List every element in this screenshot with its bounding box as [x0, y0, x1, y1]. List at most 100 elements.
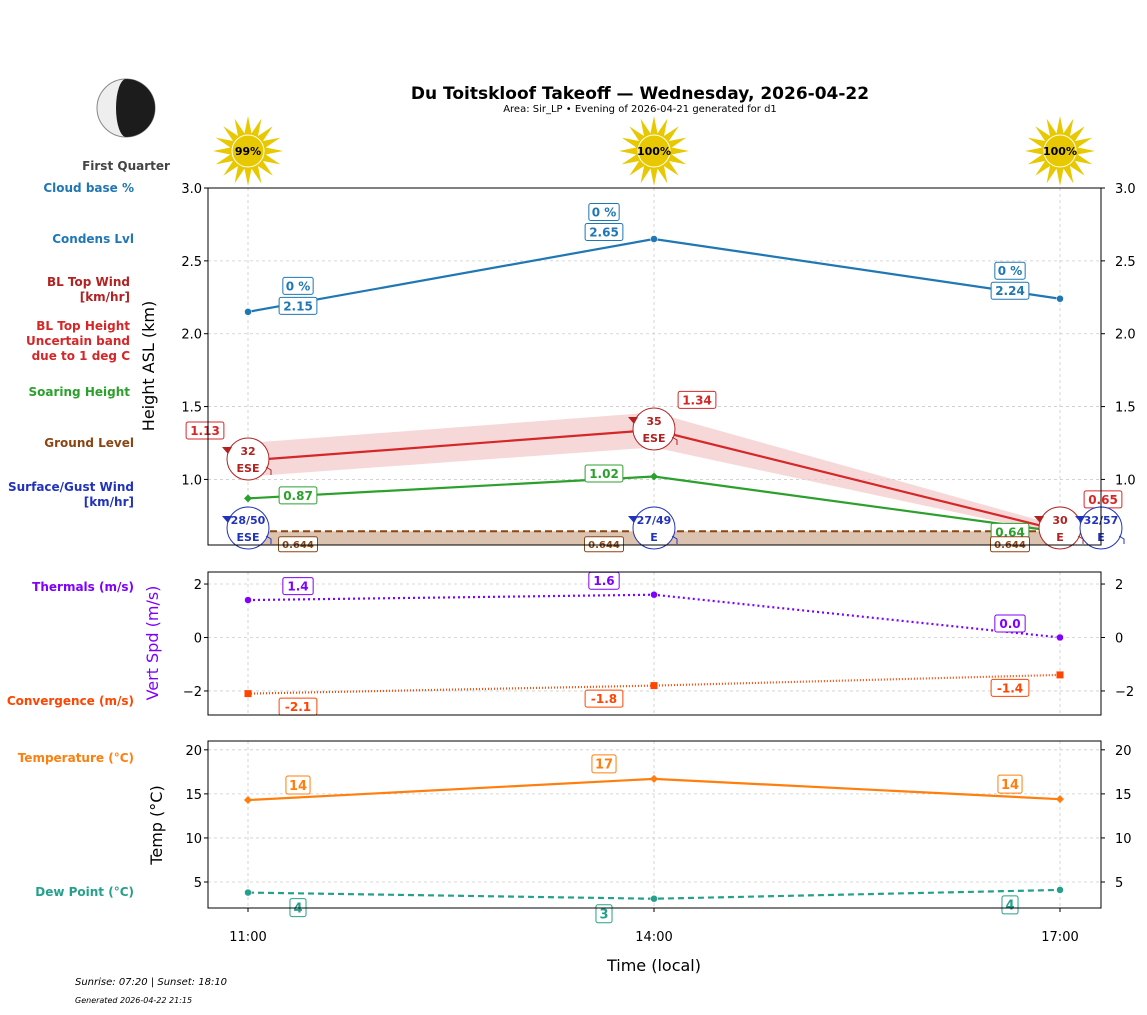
- thermals-marker: [244, 596, 252, 604]
- cloud-percent-label-box: [994, 261, 1026, 280]
- bl-height-label-1: BL Top Height: [36, 319, 130, 333]
- condens-level-marker: [650, 235, 658, 243]
- surface-wind-label-1: Surface/Gust Wind: [8, 480, 134, 494]
- condens-level-marker: [244, 308, 252, 316]
- x-tick-label: 14:00: [635, 930, 672, 945]
- bl-top-value-label-box: [677, 390, 717, 409]
- dew-point-marker: [650, 894, 658, 903]
- temperature-marker: [1056, 795, 1064, 804]
- surface-wind-circle: [632, 506, 676, 550]
- figure-title: Du Toitskloof Takeoff — Wednesday, 2026-…: [411, 84, 869, 104]
- thermals-value-label: 1.4: [287, 580, 308, 594]
- ground-value-label-box: [584, 536, 624, 553]
- ground-label: Ground Level: [44, 436, 134, 450]
- soaring-value-label-box: [278, 486, 318, 505]
- dew-point-value-label: 4: [293, 901, 302, 916]
- bl-top-value-label: 0.65: [1088, 493, 1118, 507]
- y-tick-label: 2: [194, 578, 202, 593]
- dew-point-marker: [1056, 886, 1064, 894]
- bl-wind-label-2: [km/hr]: [80, 290, 130, 304]
- convergence-value-label: -1.8: [591, 692, 617, 706]
- thermals-marker: [650, 590, 658, 599]
- y-tick-label-right: 1.0: [1115, 473, 1136, 488]
- soaring-height-marker: [244, 494, 252, 503]
- figure-subtitle: Area: Sir_LP • Evening of 2026-04-21 gen…: [503, 104, 777, 115]
- dew-point-value-label-box: [595, 904, 613, 924]
- soaring-value-label: 0.87: [283, 489, 313, 503]
- sun-times: Sunrise: 07:20 | Sunset: 18:10: [75, 977, 227, 988]
- bl-uncertainty-band: [248, 412, 1060, 535]
- ground-value-label-box: [990, 536, 1030, 553]
- y-tick-label-right: 20: [1115, 744, 1132, 759]
- soaring-label: Soaring Height: [29, 385, 131, 399]
- thermals-value-label: 1.6: [593, 574, 614, 588]
- convergence-marker: [650, 682, 658, 690]
- bl-wind-label-1: BL Top Wind: [47, 275, 130, 289]
- cloud-percent-label-box: [588, 203, 620, 221]
- x-axis-label: Time (local): [606, 956, 701, 975]
- cloud-base-label: Cloud base %: [43, 181, 134, 195]
- bl-wind-speed: 32: [240, 445, 255, 458]
- generated-time: Generated 2026-04-22 21:15: [75, 996, 192, 1005]
- temperature-value-label-box: [997, 774, 1023, 794]
- thermals-label: Thermals (m/s): [32, 580, 134, 594]
- plot-frame: [207, 571, 1102, 716]
- surface-wind-direction: E: [650, 531, 658, 544]
- y-tick-label: 1.0: [181, 473, 202, 488]
- y-tick-label: 5: [194, 876, 202, 891]
- soaring-value-label: 0.64: [995, 525, 1025, 539]
- temperature-value-label: 17: [595, 758, 613, 773]
- condens-label: Condens Lvl: [52, 232, 134, 246]
- surface-wind-barb-icon: [1118, 535, 1125, 544]
- y-tick-label: 1.5: [181, 401, 202, 416]
- bl-height-label-2: Uncertain band: [26, 334, 130, 348]
- vert-axis-label: Vert Spd (m/s): [143, 586, 162, 701]
- x-tick-label: 11:00: [229, 930, 266, 945]
- y-tick-label: 0: [194, 631, 202, 646]
- y-tick-label-right: −2: [1115, 685, 1134, 700]
- temp-axis-label: Temp (°C): [147, 785, 166, 865]
- bl-top-value-label: 1.13: [190, 424, 220, 438]
- temperature-label: Temperature (°C): [18, 751, 134, 765]
- surface-wind-arrow-icon: [1075, 516, 1085, 523]
- soaring-height-marker: [650, 472, 658, 481]
- sun-percent-label: 99%: [235, 145, 261, 158]
- convergence-marker: [244, 690, 252, 698]
- convergence-line: [247, 673, 1061, 695]
- condens-value-label: 2.65: [589, 225, 619, 239]
- ground-value-label: 0.644: [282, 540, 314, 551]
- bl-wind-circle: [226, 437, 270, 481]
- y-tick-label-right: 1.5: [1115, 401, 1136, 416]
- convergence-value-label: -2.1: [285, 700, 311, 714]
- plot-frame: [207, 187, 1102, 546]
- condens-value-label-box: [990, 281, 1030, 300]
- convergence-value-label: -1.4: [997, 681, 1023, 695]
- surface-wind-circle: [226, 506, 270, 550]
- surface-wind-arrow-icon: [628, 516, 638, 523]
- y-tick-label: 3.0: [181, 182, 202, 197]
- condens-level-marker: [1056, 294, 1064, 303]
- sun-disc: [231, 134, 265, 168]
- bl-wind-arrow-icon: [222, 447, 232, 454]
- y-tick-label: 15: [185, 788, 202, 803]
- cloud-percent-label-box: [282, 276, 314, 295]
- temperature-value-label: 14: [289, 779, 307, 794]
- y-tick-label-right: 15: [1115, 788, 1132, 803]
- bl-top-value-label: 1.34: [682, 393, 712, 407]
- bl-wind-barb-icon: [265, 466, 272, 475]
- bl-wind-speed: 30: [1052, 514, 1068, 527]
- condens-value-label: 2.15: [283, 299, 313, 313]
- cloud-percent-label: 0 %: [592, 205, 617, 219]
- surface-wind-barb-icon: [671, 535, 678, 544]
- convergence-value-label-box: [584, 689, 624, 708]
- y-tick-label-right: 3.0: [1115, 182, 1136, 197]
- convergence-label: Convergence (m/s): [7, 694, 134, 708]
- sun-percent-label: 100%: [1043, 145, 1077, 158]
- y-tick-label: −2: [183, 685, 202, 700]
- x-tick-label: 17:00: [1041, 930, 1078, 945]
- condens-value-label-box: [278, 296, 318, 315]
- height-axis-label: Height ASL (km): [139, 301, 158, 431]
- soaring-value-label-box: [584, 464, 624, 483]
- bl-top-value-label-box: [185, 421, 225, 440]
- surface-wind-speed: 27/49: [637, 514, 672, 527]
